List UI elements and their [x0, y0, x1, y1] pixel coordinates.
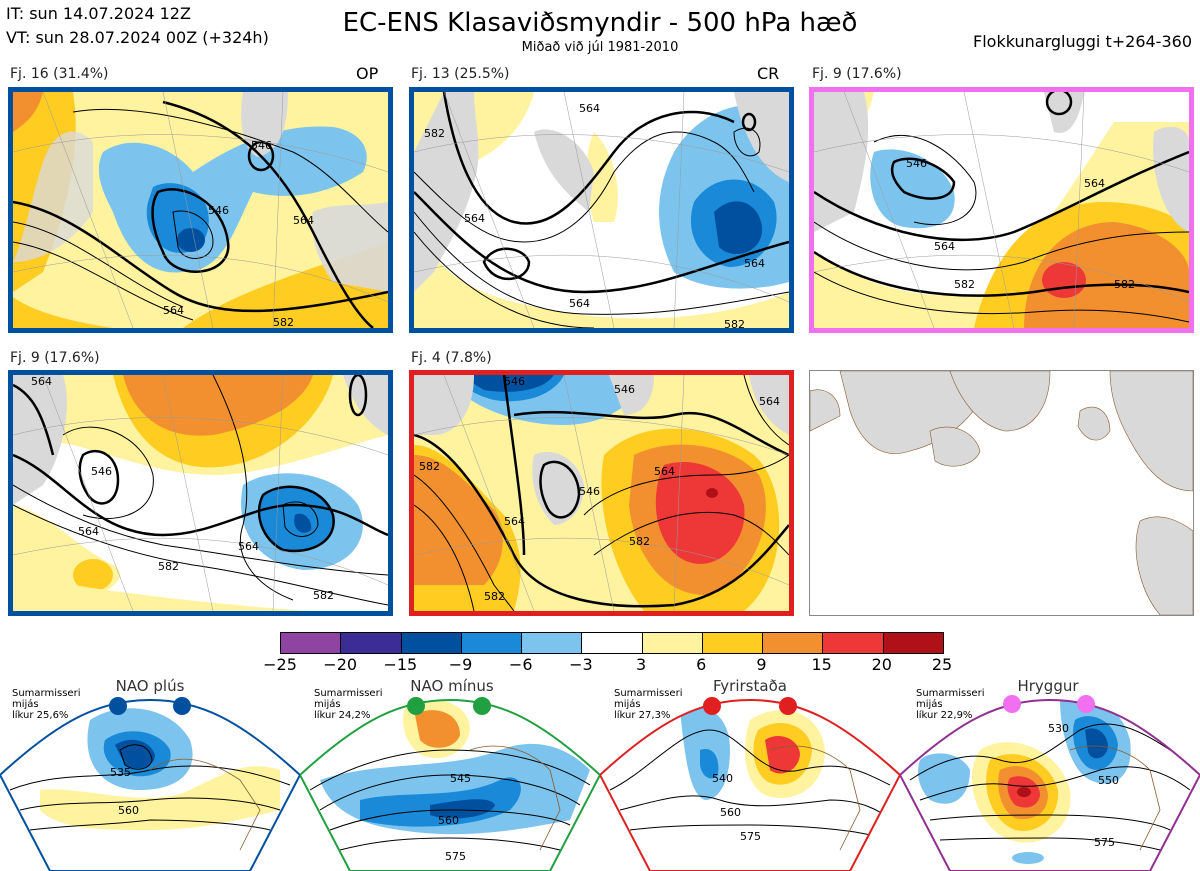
svg-text:546: 546 — [614, 383, 635, 396]
panel-5-label: Fj. 4 (7.8%) — [411, 350, 492, 366]
colorbar-segment — [883, 633, 943, 653]
colorbar-tick: 15 — [811, 655, 832, 674]
svg-text:564: 564 — [759, 395, 780, 408]
colorbar-segment — [281, 633, 342, 653]
svg-text:582: 582 — [629, 535, 650, 548]
svg-text:582: 582 — [158, 560, 179, 573]
svg-text:564: 564 — [464, 212, 485, 225]
svg-text:546: 546 — [208, 204, 229, 217]
regime-4-name: Hryggur — [1017, 677, 1079, 695]
svg-text:564: 564 — [744, 257, 765, 270]
panel-1-label: Fj. 16 (31.4%) — [10, 66, 109, 82]
regime-1-contour-1: 535 — [110, 766, 131, 779]
svg-text:582: 582 — [724, 318, 745, 328]
cluster-map-3: 546 564 564 582 582 — [809, 87, 1194, 333]
colorbar-segment — [401, 633, 462, 653]
svg-text:582: 582 — [1114, 278, 1135, 291]
colorbar-tick: 6 — [696, 655, 707, 674]
panel-4-label: Fj. 9 (17.6%) — [10, 350, 100, 366]
colorbar-segment — [823, 633, 884, 653]
cluster-map-1: 546 546 564 564 582 — [8, 87, 393, 333]
svg-text:564: 564 — [1084, 177, 1105, 190]
colorbar-tick: −6 — [508, 655, 533, 674]
panel-3-label: Fj. 9 (17.6%) — [812, 66, 902, 82]
colorbar-segment — [642, 633, 703, 653]
colorbar-tick: −15 — [383, 655, 418, 674]
page-title: EC-ENS Klasaviðsmyndir - 500 hPa hæð — [342, 8, 858, 38]
svg-text:564: 564 — [78, 525, 99, 538]
colorbar-segment — [341, 633, 402, 653]
svg-text:546: 546 — [504, 375, 525, 388]
page-subtitle: Miðað við júl 1981-2010 — [521, 40, 679, 55]
svg-text:564: 564 — [31, 375, 52, 388]
regime-1-stats: Sumarmisseri mijás líkur 25,6% — [12, 688, 81, 721]
regime-4-stats: Sumarmisseri mijás líkur 22,9% — [916, 688, 985, 721]
colorbar-segment — [522, 633, 583, 653]
regime-3-name: Fyrirstaða — [713, 677, 787, 695]
svg-text:582: 582 — [424, 127, 445, 140]
regime-3-stats: Sumarmisseri mijás líkur 27,3% — [614, 688, 683, 721]
regime-2-contour-2: 560 — [438, 814, 459, 827]
svg-text:564: 564 — [504, 515, 525, 528]
regime-3-map: 540 560 575 — [600, 697, 900, 871]
svg-text:546: 546 — [251, 139, 272, 152]
regime-4-contour-2: 550 — [1098, 774, 1119, 787]
regime-3-contour-1: 540 — [712, 772, 733, 785]
colorbar-tick: 20 — [871, 655, 892, 674]
svg-text:582: 582 — [273, 316, 294, 328]
svg-text:564: 564 — [293, 214, 314, 227]
colorbar-tick: −9 — [448, 655, 473, 674]
classification-window-label: Flokkunargluggi t+264-360 — [973, 32, 1192, 51]
colorbar — [280, 632, 944, 654]
svg-text:564: 564 — [569, 297, 590, 310]
svg-text:582: 582 — [313, 589, 334, 602]
colorbar-tick: −20 — [323, 655, 358, 674]
colorbar-tick: 9 — [756, 655, 767, 674]
regime-3-contour-3: 575 — [740, 830, 761, 843]
svg-text:582: 582 — [484, 590, 505, 603]
regime-2-contour-3: 575 — [445, 850, 466, 863]
regime-2-contour-1: 545 — [450, 772, 471, 785]
svg-text:546: 546 — [906, 157, 927, 170]
regime-4-contour-3: 575 — [1094, 836, 1115, 849]
valid-time-label: VT: sun 28.07.2024 00Z (+324h) — [6, 28, 269, 47]
regime-4-contour-1: 530 — [1048, 722, 1069, 735]
svg-text:564: 564 — [163, 304, 184, 317]
regime-1-contour-2: 560 — [118, 804, 139, 817]
colorbar-tick: 25 — [931, 655, 953, 674]
initial-time-label: IT: sun 14.07.2024 12Z — [6, 4, 191, 23]
svg-text:564: 564 — [934, 240, 955, 253]
panel-1-code: OP — [356, 64, 379, 83]
colorbar-segment — [461, 633, 523, 653]
svg-text:546: 546 — [91, 465, 112, 478]
colorbar-segment — [702, 633, 764, 653]
colorbar-segment — [582, 633, 643, 653]
cluster-map-5: 546 546 582 564 546 564 582 582 564 — [409, 370, 794, 616]
svg-text:564: 564 — [654, 465, 675, 478]
reference-map — [809, 370, 1194, 616]
colorbar-tick: 3 — [635, 655, 647, 674]
regime-2-name: NAO mínus — [410, 677, 494, 695]
svg-text:564: 564 — [579, 102, 600, 115]
svg-text:546: 546 — [579, 485, 600, 498]
svg-text:582: 582 — [954, 278, 975, 291]
panel-2-code: CR — [757, 64, 780, 83]
colorbar-tick: −25 — [263, 655, 297, 674]
regime-2-map: 545 560 575 — [300, 697, 600, 871]
regime-1-map: 535 560 — [0, 697, 300, 871]
cluster-map-4: 564 546 564 564 582 582 — [8, 370, 393, 616]
colorbar-segment — [763, 633, 824, 653]
panel-2-label: Fj. 13 (25.5%) — [411, 66, 510, 82]
regime-2-stats: Sumarmisseri mijás líkur 24,2% — [314, 688, 383, 721]
colorbar-tick: −3 — [569, 655, 593, 674]
regime-3-contour-2: 560 — [720, 806, 741, 819]
svg-text:564: 564 — [238, 540, 259, 553]
cluster-map-2: 564 582 564 564 564 582 — [409, 87, 794, 333]
svg-text:582: 582 — [419, 460, 440, 473]
regime-4-map: 530 550 575 — [900, 695, 1200, 871]
regime-1-name: NAO plús — [115, 677, 185, 695]
